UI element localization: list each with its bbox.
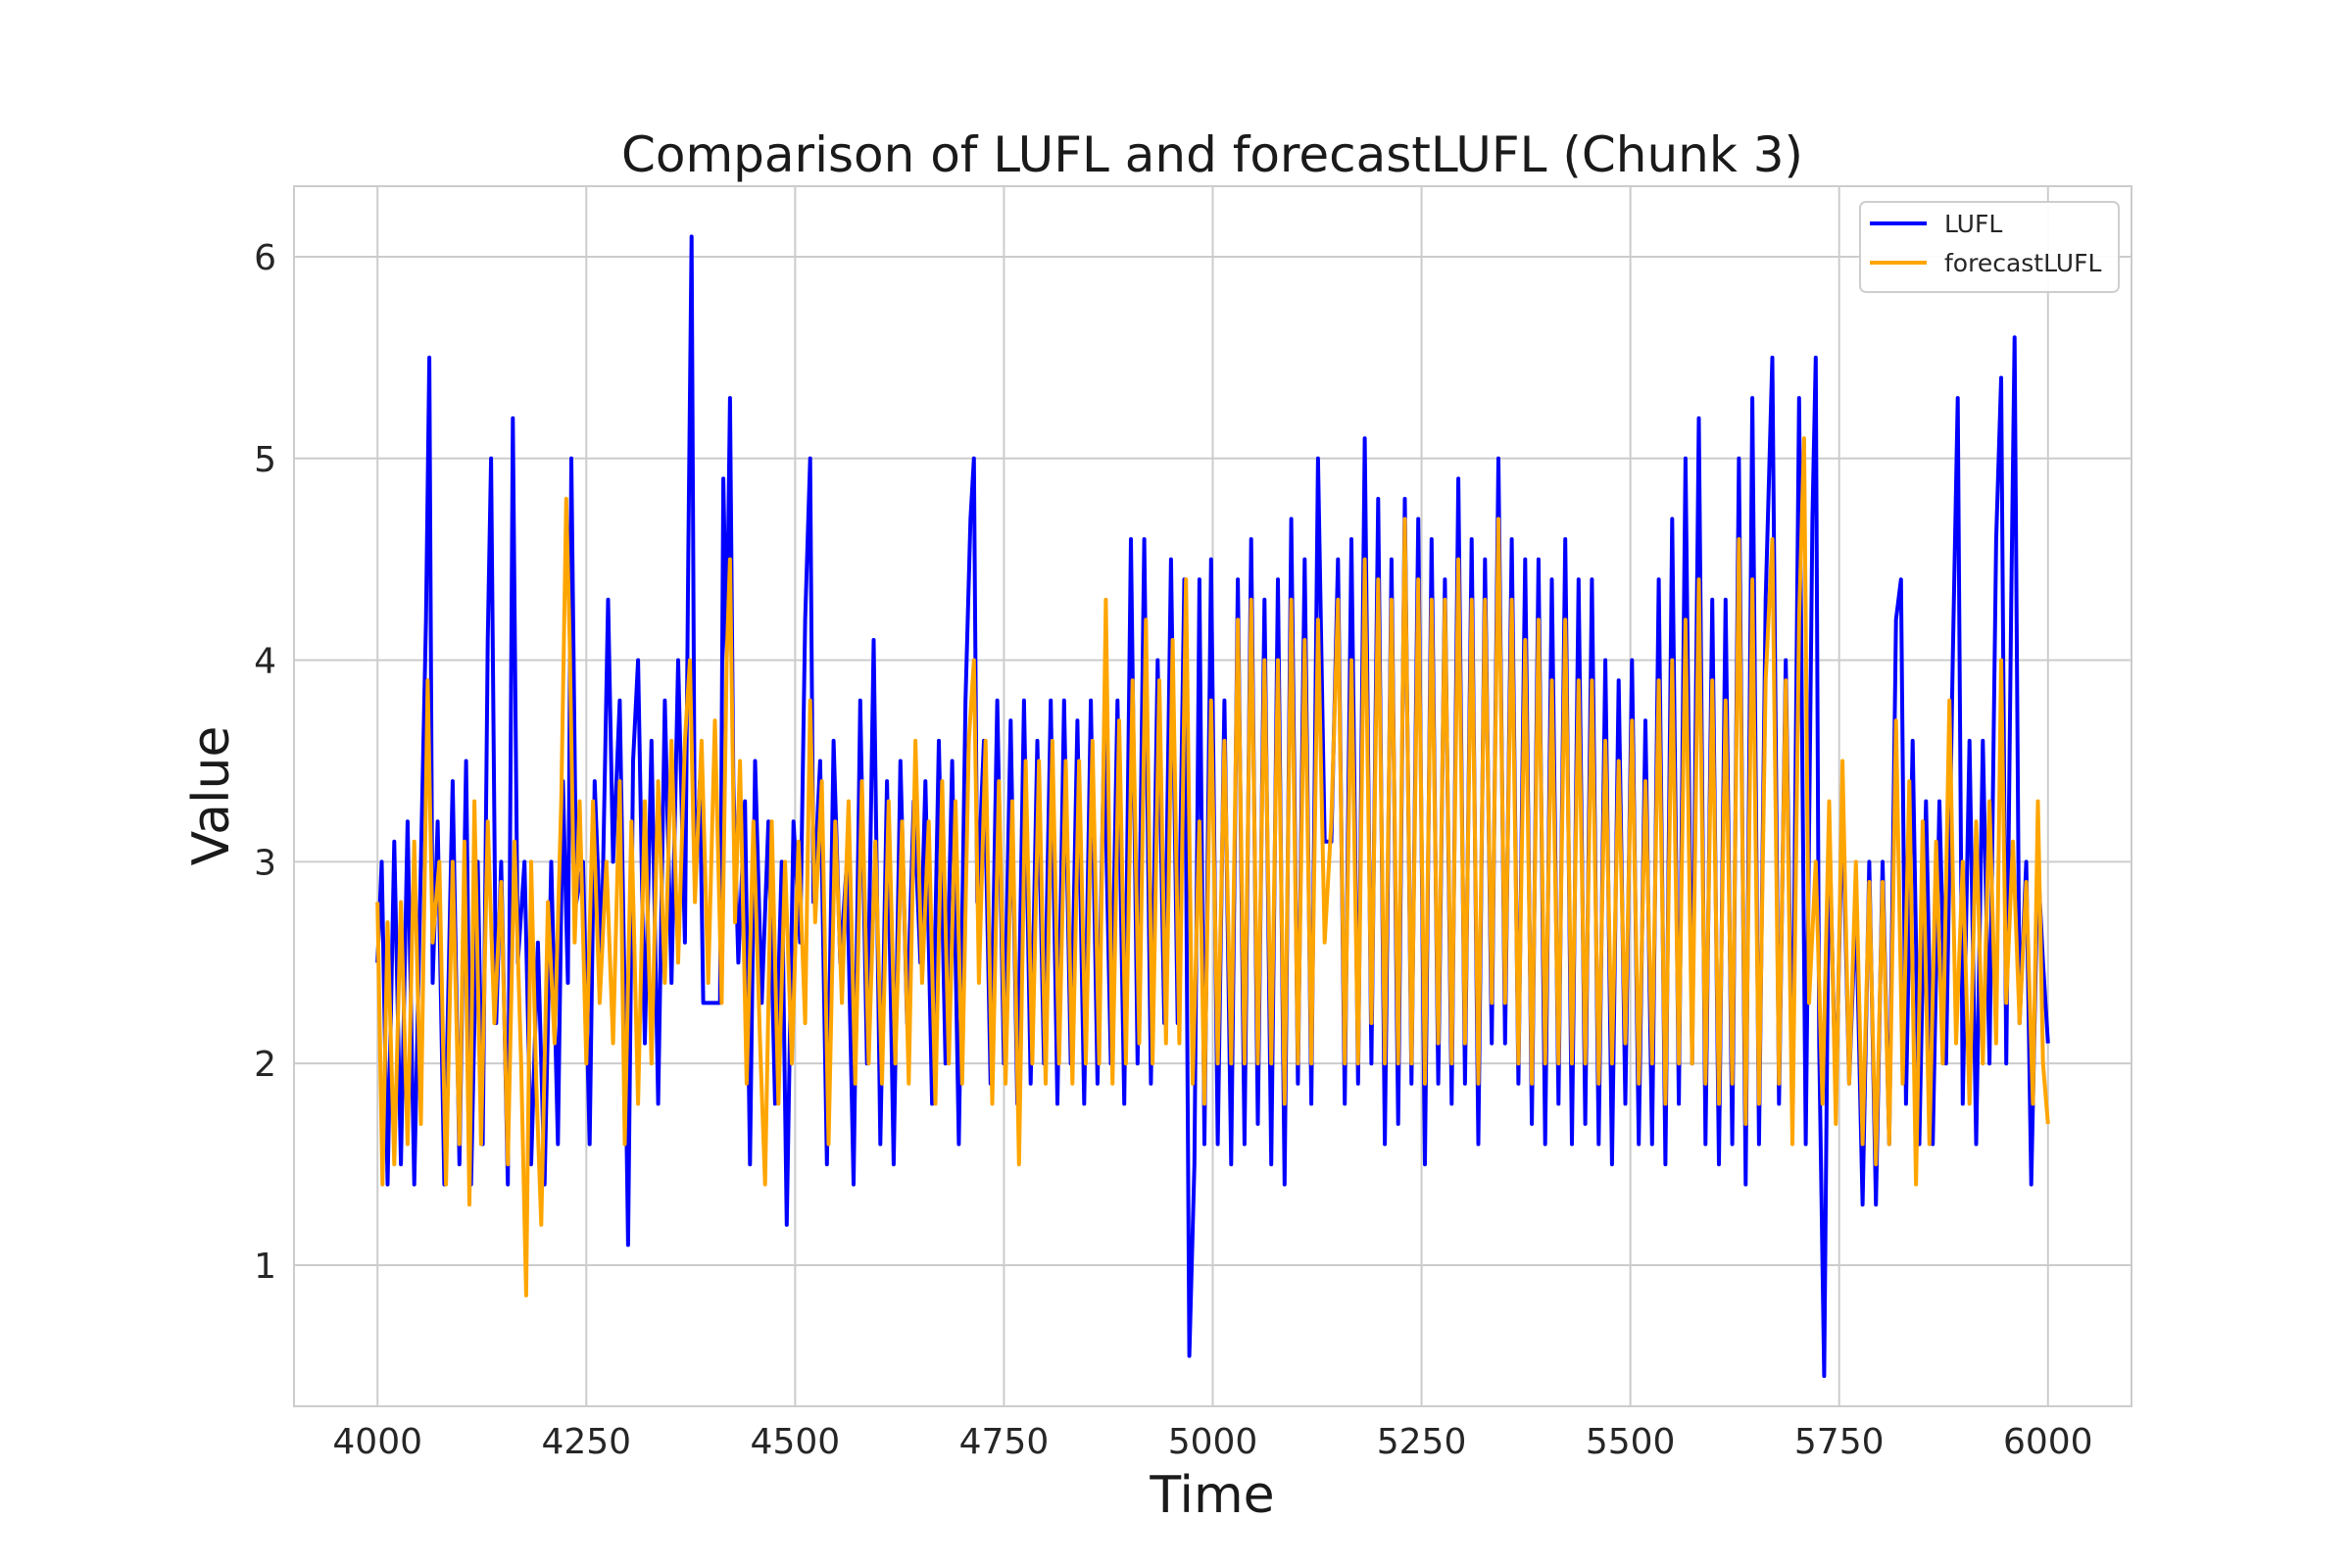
x-tick-label: 5250 bbox=[1377, 1422, 1467, 1462]
x-tick-label: 5750 bbox=[1794, 1422, 1885, 1462]
legend-label-lufl: LUFL bbox=[1944, 210, 2002, 238]
y-tick-label: 3 bbox=[254, 843, 276, 883]
x-tick-label: 5000 bbox=[1168, 1422, 1258, 1462]
x-tick-label: 4500 bbox=[751, 1422, 841, 1462]
y-tick-label: 1 bbox=[254, 1247, 276, 1287]
x-tick-label: 4250 bbox=[541, 1422, 631, 1462]
chart-title: Comparison of LUFL and forecastLUFL (Chu… bbox=[621, 126, 1803, 183]
x-tick-label: 4750 bbox=[959, 1422, 1050, 1462]
y-tick-label: 5 bbox=[254, 440, 276, 480]
y-tick-label: 6 bbox=[254, 238, 276, 278]
x-tick-label: 5500 bbox=[1586, 1422, 1676, 1462]
y-tick-label: 4 bbox=[254, 642, 276, 682]
y-axis-label: Value bbox=[182, 726, 241, 866]
series-line-forecastlufl bbox=[375, 436, 2050, 1298]
legend-label-forecastlufl: forecastLUFL bbox=[1944, 249, 2101, 277]
x-axis-label: Time bbox=[1149, 1466, 1274, 1525]
x-tick-labels: 4000 4250 4500 4750 5000 5250 5500 5750 6000 bbox=[332, 1422, 2092, 1462]
x-tick-label: 6000 bbox=[2003, 1422, 2093, 1462]
y-tick-label: 2 bbox=[254, 1045, 276, 1085]
legend: LUFL forecastLUFL bbox=[1859, 201, 2120, 293]
series-layer bbox=[375, 234, 2050, 1379]
x-tick-label: 4000 bbox=[332, 1422, 422, 1462]
y-tick-labels: 1 2 3 4 5 6 bbox=[254, 238, 276, 1287]
